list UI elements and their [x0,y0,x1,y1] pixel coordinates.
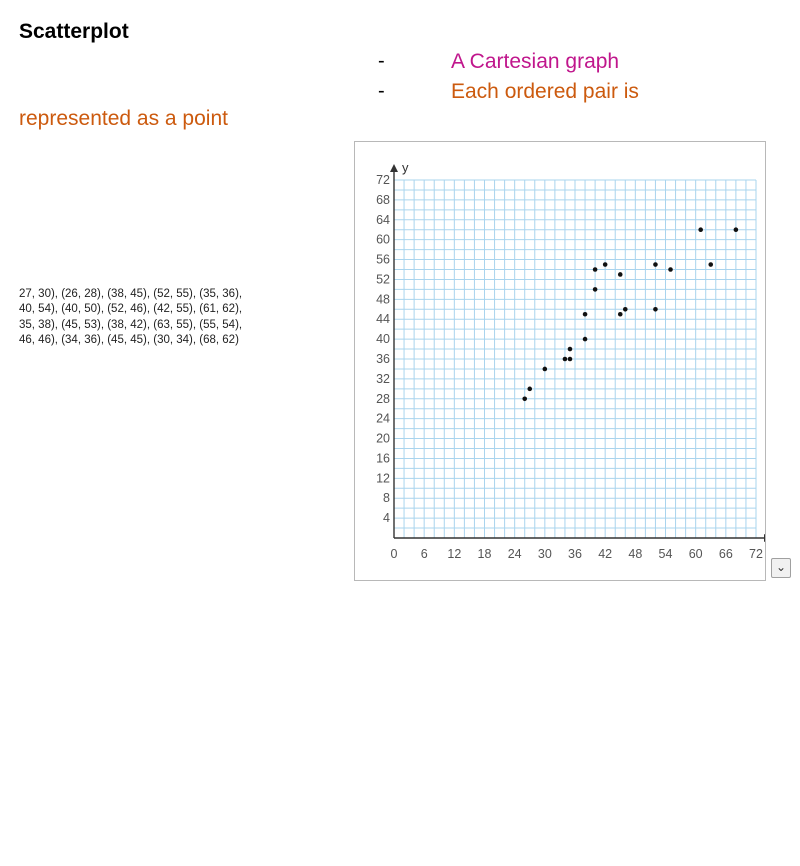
ordered-pairs-line: 35, 38), (45, 53), (38, 42), (63, 55), (… [19,318,243,331]
y-tick-label: 16 [376,451,390,465]
y-axis-arrow-icon [390,164,398,172]
y-tick-label: 40 [376,332,390,346]
ordered-pairs-line: 40, 54), (40, 50), (52, 46), (42, 55), (… [19,303,243,316]
y-tick-label: 28 [376,392,390,406]
data-point [622,306,628,312]
ordered-pairs-line: 27, 30), (26, 28), (38, 45), (52, 55), (… [19,288,243,300]
x-tick-label: 36 [568,547,582,561]
y-tick-label: 60 [376,233,390,247]
data-point [708,262,714,267]
data-point [582,311,588,317]
y-tick-label: 48 [376,292,390,306]
bullet-text-1: A Cartesian graph [451,50,620,73]
x-tick-label: 6 [421,547,428,561]
graph-frame: xy06121824303642485460667248121620242832… [354,141,791,581]
x-tick-label: 48 [628,547,642,561]
x-tick-label: 18 [478,547,492,561]
y-tick-label: 4 [383,511,390,525]
bullet-text-2: Each ordered pair is [451,80,639,103]
data-point [522,396,528,402]
x-tick-label: 0 [391,547,398,561]
x-tick-label: 42 [598,547,612,561]
y-tick-label: 56 [376,253,390,267]
data-point [698,227,703,233]
data-point [653,262,658,267]
bullet-dash-2: - [378,80,385,102]
data-point [733,227,739,233]
data-point [617,311,623,317]
y-tick-label: 72 [376,173,390,187]
y-axis-label: y [402,160,409,175]
x-tick-label: 30 [538,547,552,561]
slide-title: Scatterplot [19,20,129,43]
data-point [567,356,573,362]
bullet-continuation: represented as a point [19,107,228,130]
data-point [562,356,568,362]
data-point [602,262,608,267]
double-chevron-down-icon[interactable]: ⌄ [771,558,791,578]
data-point [617,272,623,277]
x-tick-label: 24 [508,547,522,561]
data-point [653,306,658,312]
x-tick-label: 12 [447,547,461,561]
x-tick-label: 66 [719,547,733,561]
bullet-dash-1: - [378,50,385,72]
x-tick-label: 60 [689,547,703,561]
x-tick-label: 72 [749,547,763,561]
y-tick-label: 8 [383,491,390,505]
x-tick-label: 54 [659,547,673,561]
y-tick-label: 32 [376,372,390,386]
y-tick-label: 68 [376,193,390,207]
y-tick-label: 12 [376,471,390,485]
y-tick-label: 44 [376,312,390,326]
data-point [527,386,533,392]
y-tick-label: 24 [376,412,390,426]
y-tick-label: 52 [376,272,390,286]
scatter-plot: xy06121824303642485460667248121620242832… [376,160,765,561]
y-tick-label: 64 [376,213,390,227]
data-point [592,267,598,272]
ordered-pairs-line: 46, 46), (34, 36), (45, 45), (30, 34), (… [19,333,239,346]
ordered-pairs-list: 27, 30), (26, 28), (38, 45), (52, 55), (… [19,287,289,348]
y-tick-label: 36 [376,352,390,366]
data-point [582,336,588,342]
data-point [668,267,673,272]
data-point [592,287,598,292]
y-tick-label: 20 [376,432,390,446]
data-point [567,346,573,352]
data-point [542,366,548,372]
x-axis-arrow-icon [764,534,765,542]
